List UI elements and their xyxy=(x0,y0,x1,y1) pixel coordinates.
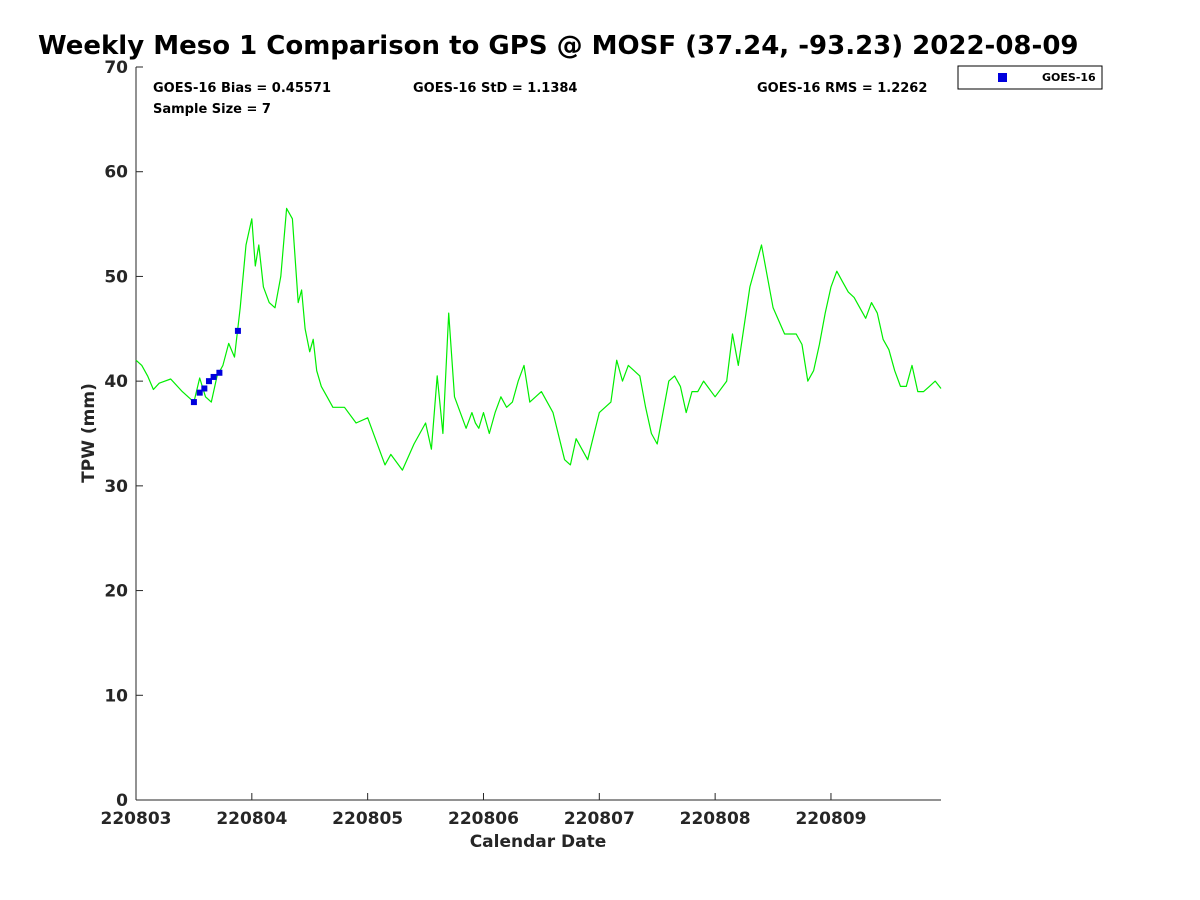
x-tick-label: 220807 xyxy=(564,809,635,829)
legend-marker-goes16 xyxy=(998,73,1007,82)
x-tick-label: 220804 xyxy=(216,809,287,829)
y-tick-label: 50 xyxy=(104,267,128,287)
series-line-gps xyxy=(135,207,942,471)
y-tick-label: 0 xyxy=(116,791,128,811)
data-point-goes16 xyxy=(196,389,203,396)
data-point-goes16 xyxy=(216,369,223,376)
x-tick-label: 220808 xyxy=(680,809,751,829)
x-tick-label: 220805 xyxy=(332,809,403,829)
y-tick-label: 30 xyxy=(104,477,128,497)
legend-box xyxy=(957,65,1103,90)
x-tick-label: 220809 xyxy=(795,809,866,829)
data-point-goes16 xyxy=(205,378,212,385)
y-tick-label: 10 xyxy=(104,686,128,706)
y-axis-label: TPW (mm) xyxy=(79,383,99,483)
x-tick-label: 220806 xyxy=(448,809,519,829)
y-tick-label: 60 xyxy=(104,163,128,183)
stat-rms: GOES-16 RMS = 1.2262 xyxy=(757,81,927,96)
legend-label-goes16: GOES-16 xyxy=(1042,71,1096,84)
axes: 0 10 20 30 40 50 60 70 220803 220804 220805 220806 2… xyxy=(101,58,941,829)
stat-sample-size: Sample Size = 7 xyxy=(153,102,271,117)
data-point-goes16 xyxy=(210,373,217,380)
y-tick-label: 20 xyxy=(104,582,128,602)
chart-title: Weekly Meso 1 Comparison to GPS @ MOSF (… xyxy=(38,31,1079,61)
data-point-goes16 xyxy=(190,399,197,406)
x-axis-label: Calendar Date xyxy=(470,832,607,852)
data-point-goes16 xyxy=(201,385,208,392)
plot-area xyxy=(135,207,942,471)
stat-bias: GOES-16 Bias = 0.45571 xyxy=(153,81,331,96)
data-point-goes16 xyxy=(234,327,241,334)
y-tick-label: 40 xyxy=(104,372,128,392)
stat-std: GOES-16 StD = 1.1384 xyxy=(413,81,577,96)
y-tick-label: 70 xyxy=(104,58,128,78)
legend: GOES-16 xyxy=(957,65,1103,90)
x-tick-label: 220803 xyxy=(101,809,172,829)
